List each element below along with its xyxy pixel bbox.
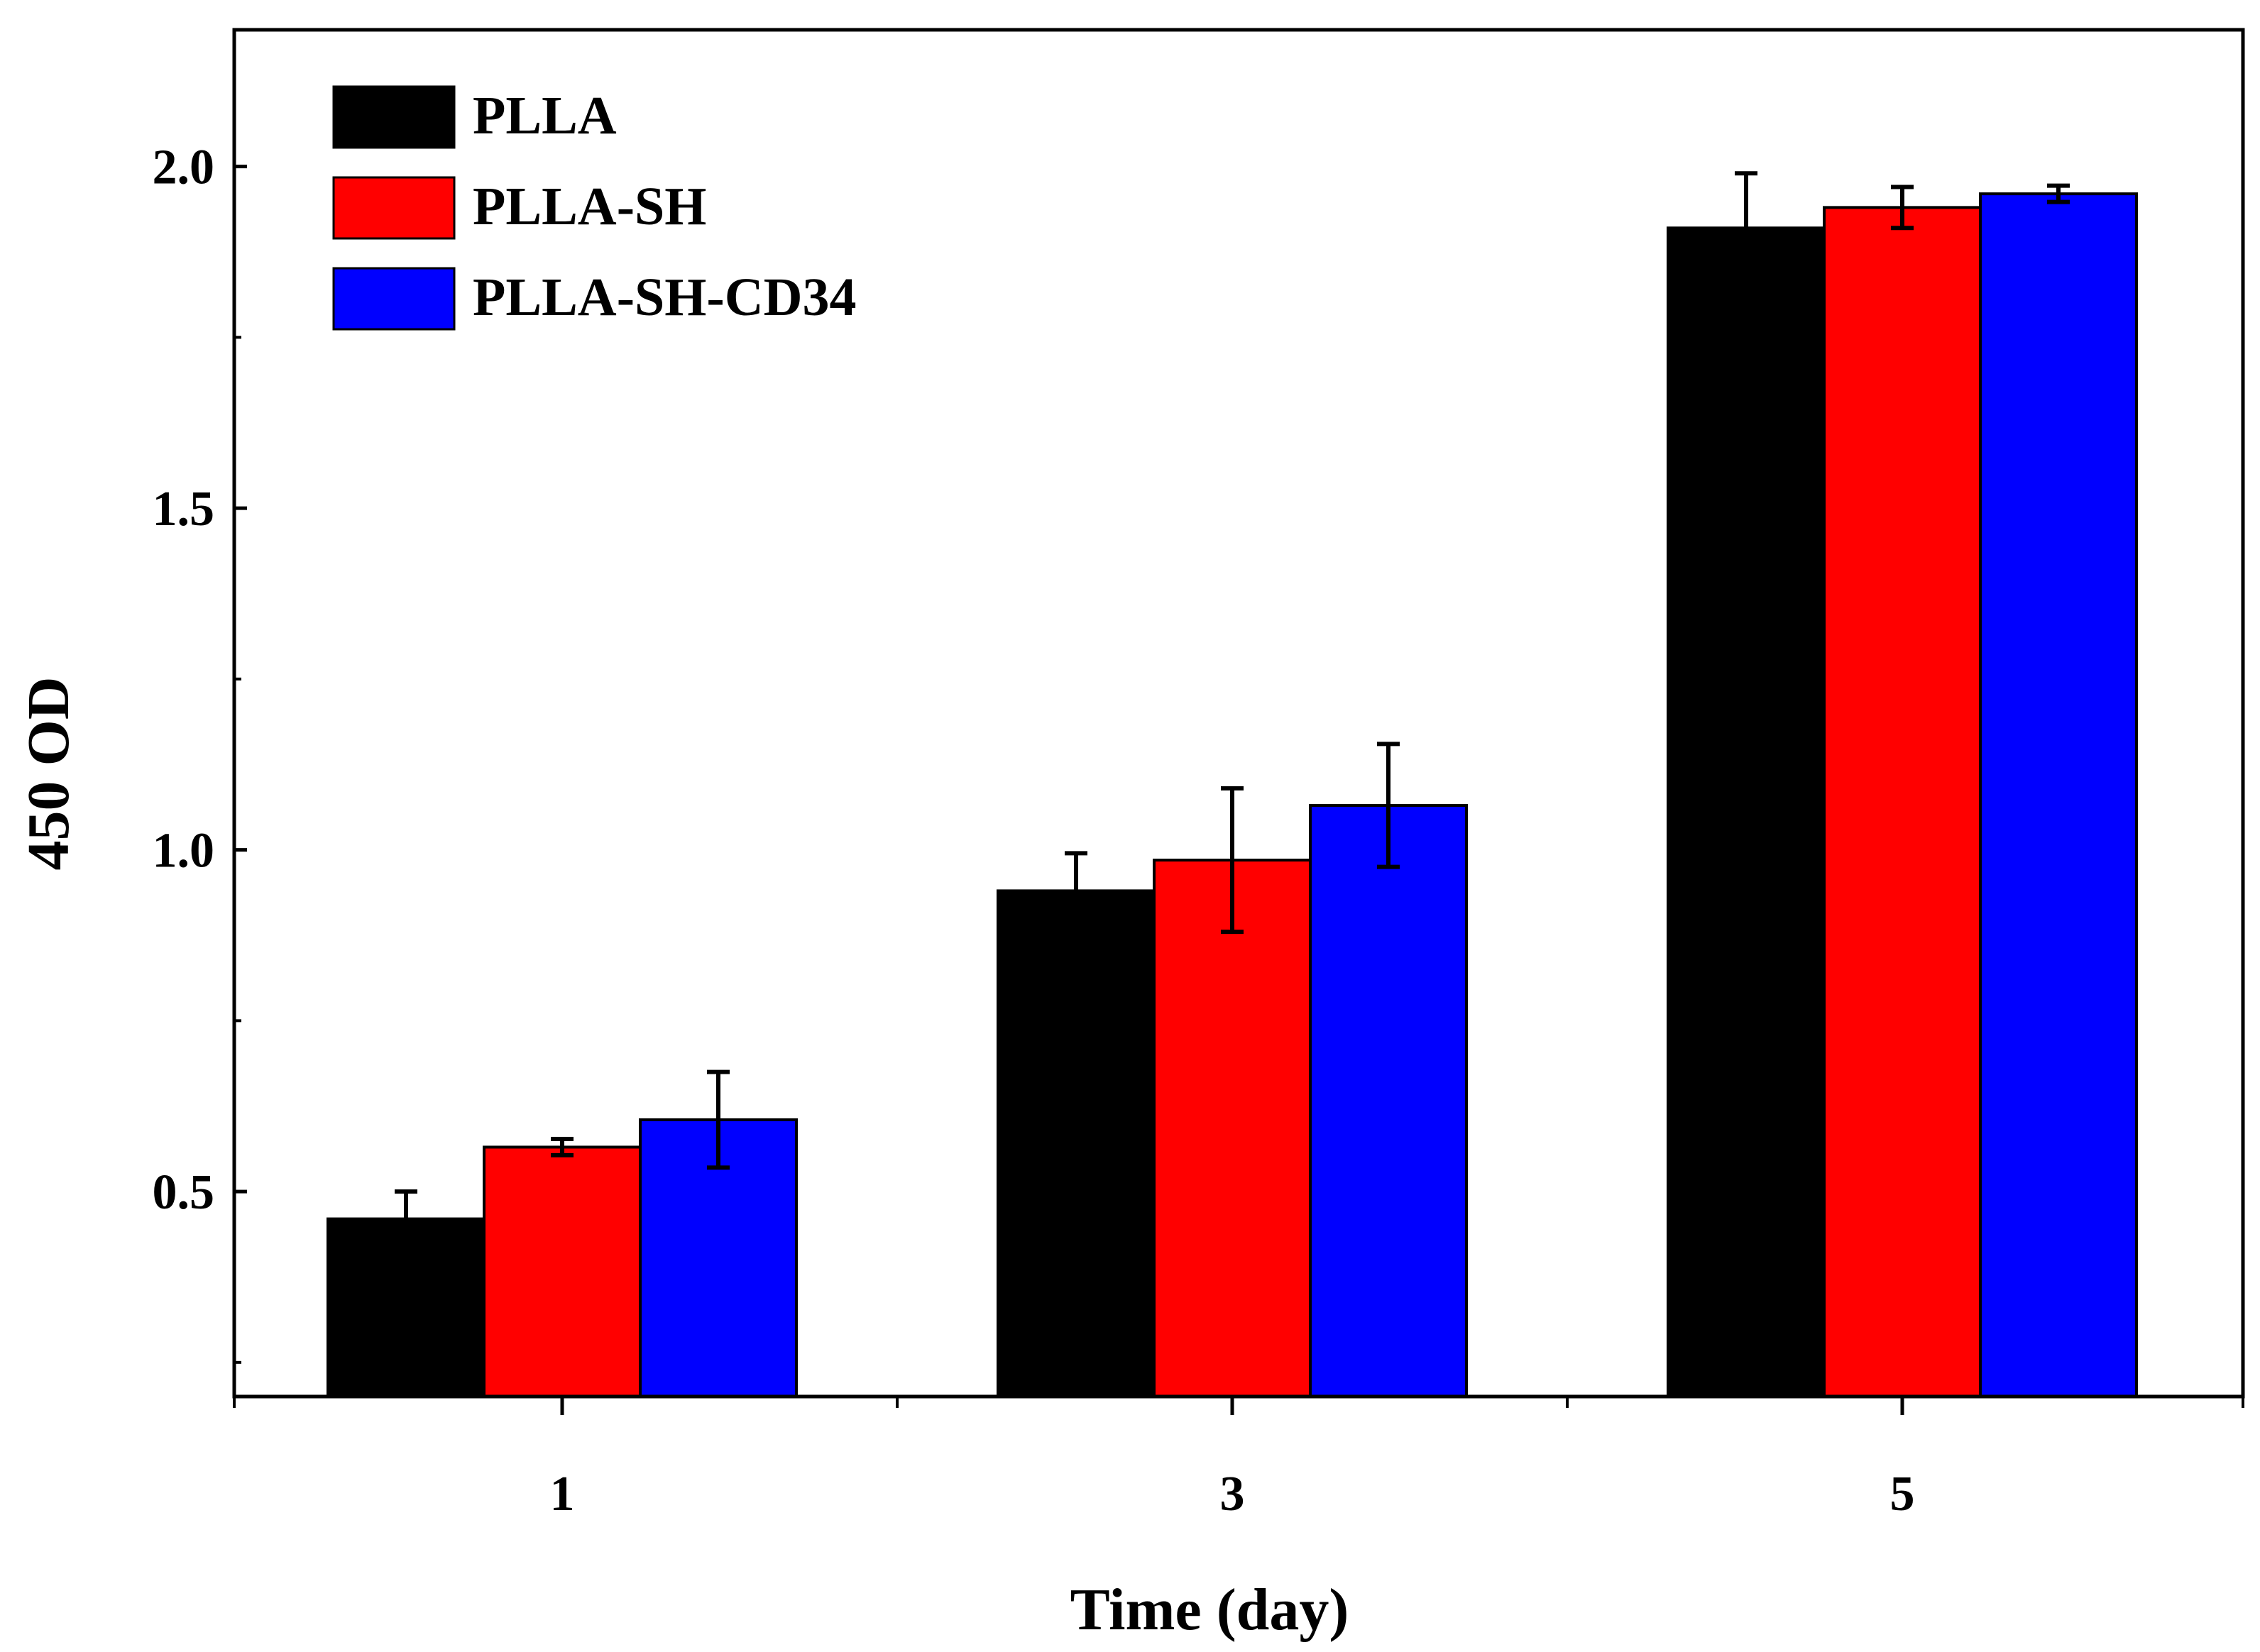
bar-plla-sh-day-3 bbox=[1153, 859, 1312, 1399]
x-tick-label-3: 3 bbox=[1220, 1467, 1245, 1521]
y-tick-label-1.5: 1.5 bbox=[153, 482, 215, 536]
x-tick-label-5: 5 bbox=[1890, 1467, 1915, 1521]
y-tick-label-0.5: 0.5 bbox=[153, 1165, 215, 1220]
bar-plla-day-5 bbox=[1667, 226, 1826, 1398]
x-axis-title: Time (day) bbox=[1070, 1577, 1349, 1643]
bar-plla-sh-day-1 bbox=[483, 1145, 642, 1398]
bar-plla-sh-cd34-day-3 bbox=[1309, 804, 1468, 1398]
bar-plla-sh-cd34-day-5 bbox=[1979, 192, 2138, 1398]
legend-label-plla-sh: PLLA-SH bbox=[473, 177, 706, 236]
legend-swatch-plla-sh bbox=[332, 176, 456, 240]
x-tick-label-1: 1 bbox=[550, 1467, 575, 1521]
bar-plla-sh-day-5 bbox=[1823, 206, 1982, 1398]
plot-frame bbox=[232, 28, 2245, 1399]
legend-swatch-plla bbox=[332, 85, 456, 149]
y-tick-label-2: 2.0 bbox=[153, 141, 215, 195]
legend-swatch-plla-sh-cd34 bbox=[332, 267, 456, 331]
legend-label-plla-sh-cd34: PLLA-SH-CD34 bbox=[473, 268, 856, 327]
legend-label-plla: PLLA bbox=[473, 86, 617, 145]
y-axis-title: 450 OD bbox=[16, 677, 82, 871]
bar-plla-day-1 bbox=[327, 1217, 486, 1398]
bar-plla-day-3 bbox=[997, 889, 1156, 1398]
y-tick-label-1: 1.0 bbox=[153, 824, 215, 879]
